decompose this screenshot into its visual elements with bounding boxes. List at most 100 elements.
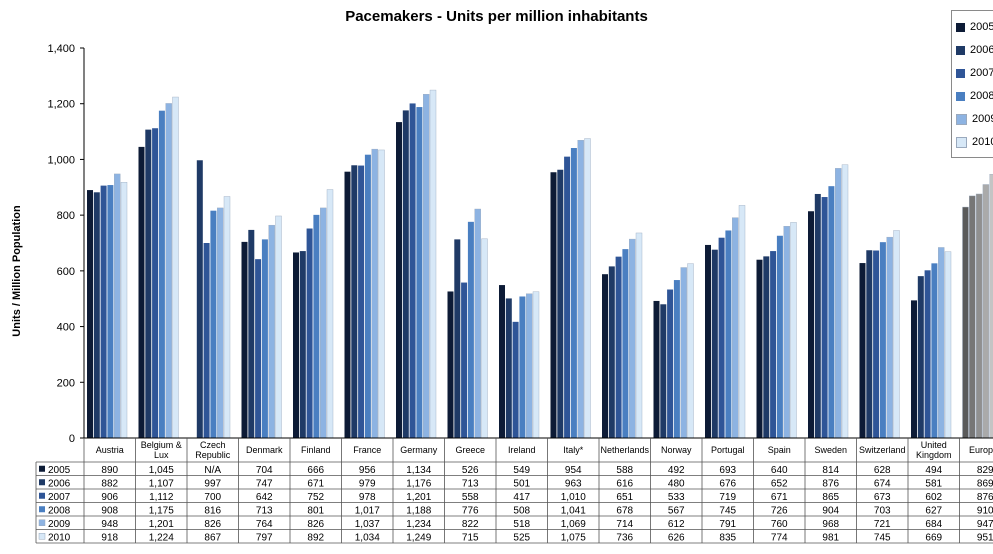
data-label: 1,075 [561,532,586,543]
bar-2008-13 [776,235,783,438]
bar-2010-15 [893,230,900,439]
bar-2009-7 [474,208,481,439]
data-label: 906 [101,492,118,503]
data-label: 816 [204,505,221,516]
data-label: 826 [204,519,221,530]
bar-2005-4 [293,252,299,438]
bar-2010-13 [790,222,797,439]
data-label: 1,069 [561,519,586,530]
bar-2009-0 [113,173,121,439]
data-label: 1,017 [355,505,380,516]
bar-2008-5 [364,154,371,438]
data-label: 627 [925,505,942,516]
bar-2006-9 [557,169,564,438]
bar-2010-9 [584,138,591,439]
bar-2008-12 [725,230,732,438]
data-label: 558 [462,492,479,503]
legend-swatch [956,68,965,78]
bar-2005-9 [550,172,557,438]
legend-swatch [956,45,965,55]
legend-swatch [956,22,965,32]
data-label: 719 [719,492,736,503]
bar-2008-17 [982,184,990,439]
table-series-swatch [39,492,45,499]
bar-2005-8 [499,285,505,438]
bar-2010-11 [687,263,694,439]
data-label: 616 [616,478,633,489]
bar-2007-8 [512,321,519,438]
data-label: 1,041 [561,505,586,516]
data-label: 1,034 [355,532,380,543]
data-label: 1,224 [149,532,174,543]
data-label: 1,134 [406,465,431,476]
bar-2007-0 [100,185,107,438]
data-label: N/A [204,465,221,476]
data-label: 908 [101,505,118,516]
bar-2007-16 [924,270,931,438]
data-label: 951 [977,532,993,543]
bar-2008-8 [519,296,526,438]
data-label: 948 [101,519,118,530]
bar-2006-3 [248,229,255,438]
bar-2006-0 [93,192,100,438]
bar-2005-11 [653,300,660,438]
legend-label: 2009 [972,113,993,125]
legend-item: 2009 [956,109,993,129]
data-label: 963 [565,478,582,489]
y-tick-label: 0 [69,433,75,445]
data-label: 1,107 [149,478,174,489]
table-series-name: 2009 [48,519,71,530]
data-label: 525 [513,532,530,543]
data-label: 867 [204,532,221,543]
bar-2008-11 [673,280,680,438]
table-series-name: 2006 [48,478,71,489]
data-label: 822 [462,519,479,530]
x-tick-label: Netherlands [600,445,649,455]
data-label: 684 [925,519,942,530]
x-tick-label: Austria [96,445,124,455]
y-axis-label: Units / Million Population [11,205,23,337]
data-label: 869 [977,478,993,489]
data-label: 745 [719,505,736,516]
bar-2005-14 [808,211,814,438]
bar-2008-15 [879,242,886,438]
data-label: 1,045 [149,465,174,476]
data-label: 947 [977,519,993,530]
y-tick-label: 200 [57,377,75,389]
data-label: 1,037 [355,519,380,530]
data-label: 736 [616,532,633,543]
bar-2005-6 [396,122,402,438]
bar-2005-3 [241,241,248,438]
data-label: 956 [359,465,376,476]
x-tick-label: United Kingdom [916,440,952,460]
data-label: 1,234 [406,519,431,530]
bar-2007-12 [718,237,725,438]
bar-2009-5 [371,148,378,439]
data-label: 726 [771,505,788,516]
data-label: 713 [256,505,273,516]
data-label: 876 [822,478,839,489]
bar-2008-7 [467,221,474,438]
data-label: 626 [668,532,685,543]
bar-2009-16 [938,247,945,439]
x-tick-label: Spain [768,445,791,455]
data-label: 835 [719,532,736,543]
bar-2009-4 [320,207,327,439]
data-label: 713 [462,478,479,489]
data-label: 700 [204,492,221,503]
data-label: 1,175 [149,505,174,516]
data-label: 492 [668,465,685,476]
data-label: 612 [668,519,685,530]
data-label: 801 [307,505,324,516]
table-series-swatch [39,506,45,513]
data-label: 1,010 [561,492,586,503]
data-label: 640 [771,465,788,476]
x-tick-label: Finland [301,445,331,455]
data-label: 533 [668,492,685,503]
y-tick-label: 600 [57,266,75,278]
y-tick-label: 800 [57,210,75,222]
data-label: 791 [719,519,736,530]
x-tick-label: Portugal [711,445,745,455]
bar-2008-9 [570,148,577,438]
bar-2009-14 [835,168,842,439]
